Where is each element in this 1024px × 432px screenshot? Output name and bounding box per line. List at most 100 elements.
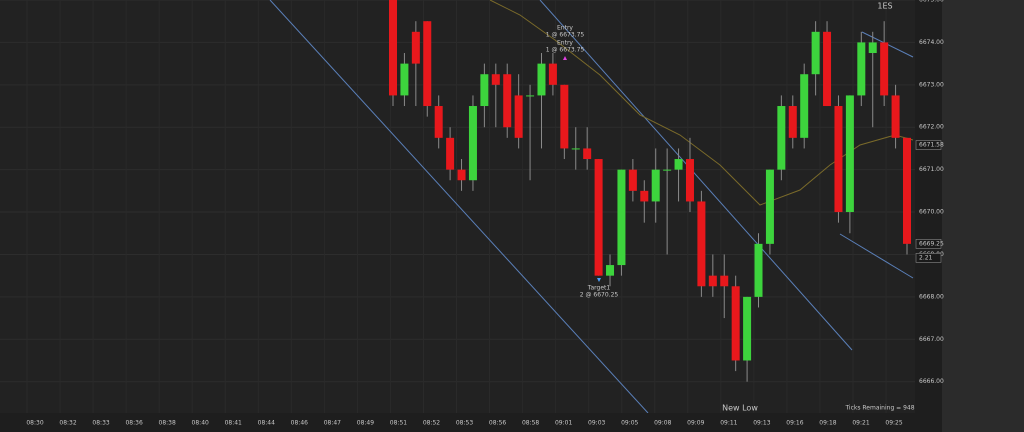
annotation: Entry <box>557 40 573 47</box>
candle-body <box>697 201 706 287</box>
candle-body <box>788 106 797 138</box>
candle-body <box>891 95 900 138</box>
x-tick-label: 09:05 <box>621 420 638 427</box>
trend-line <box>269 0 649 413</box>
candles <box>389 0 911 382</box>
candle-body <box>880 42 889 96</box>
candle-body <box>845 95 854 213</box>
y-tick-label: 6668.00 <box>919 293 944 300</box>
trend-line <box>839 233 914 279</box>
candle-body <box>560 84 569 149</box>
symbol: 1ES <box>877 2 892 11</box>
candle-body <box>491 74 500 85</box>
candle-body <box>743 296 752 361</box>
annotation: Target1 <box>587 285 611 292</box>
x-tick-label: 08:30 <box>26 420 43 427</box>
candle-body <box>606 265 615 276</box>
candle-body <box>457 169 466 181</box>
x-tick-label: 08:47 <box>324 420 341 427</box>
plot-area <box>0 0 915 413</box>
candle-body <box>754 243 763 297</box>
x-tick-label: 09:03 <box>588 420 605 427</box>
candle-body <box>720 275 729 287</box>
candle-body <box>446 137 455 170</box>
x-tick-label: 09:13 <box>753 420 770 427</box>
candle-body <box>777 106 786 170</box>
candle-body <box>526 95 535 97</box>
candle-body <box>503 74 512 128</box>
x-tick-label: 08:58 <box>522 420 539 427</box>
x-tick-label: 09:08 <box>654 420 671 427</box>
candle-body <box>663 169 672 171</box>
candle-body <box>480 74 489 107</box>
annotation: Entry <box>557 25 573 32</box>
candle-body <box>548 63 557 85</box>
x-tick-label: 08:41 <box>225 420 242 427</box>
candle-body <box>674 159 683 170</box>
y-tick-label: 6670.00 <box>919 209 944 216</box>
bar-timer-box <box>915 253 942 263</box>
side-panel <box>942 0 1024 432</box>
candle-body <box>434 106 443 138</box>
candle-body <box>628 169 637 191</box>
x-tick-label: 08:46 <box>291 420 308 427</box>
candle-body <box>868 42 877 54</box>
drawings <box>269 0 914 413</box>
y-tick-label: 6673.00 <box>919 81 944 88</box>
candle-body <box>514 95 523 138</box>
price-marker <box>915 239 942 249</box>
candle-body <box>731 286 740 361</box>
x-tick-label: 08:56 <box>489 420 506 427</box>
annotation: Ticks Remaining = 948 <box>844 405 914 412</box>
x-tick-label: 08:36 <box>125 420 142 427</box>
candle-body <box>903 137 911 244</box>
bar-timer: 2.21 <box>919 254 933 261</box>
y-tick-label: 6672.00 <box>919 124 944 131</box>
candle-body <box>423 21 432 107</box>
candle-body <box>594 159 603 276</box>
candle-body <box>857 42 866 96</box>
price-marker-label: 6669.25 <box>919 240 944 247</box>
y-tick-label: 6671.00 <box>919 166 944 173</box>
candle-body <box>685 159 694 202</box>
trend-line <box>539 0 853 351</box>
moving-average <box>489 0 914 206</box>
candle-body <box>800 74 809 138</box>
candle-body <box>571 148 580 150</box>
x-tick-label: 08:38 <box>159 420 176 427</box>
price-marker <box>915 140 942 150</box>
x-tick-label: 09:18 <box>819 420 836 427</box>
target-arrow <box>597 278 601 282</box>
candle-body <box>389 0 397 96</box>
annotation: New Low <box>722 404 758 413</box>
price-axis <box>915 0 942 432</box>
x-tick-label: 08:52 <box>423 420 440 427</box>
candle-body <box>583 148 592 160</box>
annotation: 1 @ 6673.75 <box>546 47 585 54</box>
candle-body <box>537 63 546 96</box>
x-tick-label: 08:33 <box>92 420 109 427</box>
price-marker-label: 6671.58 <box>919 142 944 149</box>
y-tick-label: 6675.00 <box>919 0 944 4</box>
x-tick-label: 08:44 <box>258 420 275 427</box>
candle-body <box>708 275 717 287</box>
candle-body <box>651 169 660 202</box>
candle-body <box>411 31 420 64</box>
candle-body <box>823 31 832 107</box>
annotation: 2 @ 6670.25 <box>580 292 619 299</box>
x-tick-label: 08:49 <box>357 420 374 427</box>
x-tick-label: 09:11 <box>720 420 737 427</box>
annotation: 1 @ 6673.75 <box>546 32 585 39</box>
x-tick-label: 09:21 <box>852 420 869 427</box>
x-tick-label: 08:53 <box>456 420 473 427</box>
time-axis <box>0 413 915 432</box>
candle-body <box>811 31 820 75</box>
y-tick-label: 6674.00 <box>919 39 944 46</box>
y-tick-label: 6667.00 <box>919 336 944 343</box>
entry-arrow <box>563 56 567 60</box>
x-tick-label: 09:25 <box>885 420 902 427</box>
x-tick-label: 08:51 <box>390 420 407 427</box>
y-tick-label: 6666.00 <box>919 378 944 385</box>
x-tick-label: 09:01 <box>555 420 572 427</box>
